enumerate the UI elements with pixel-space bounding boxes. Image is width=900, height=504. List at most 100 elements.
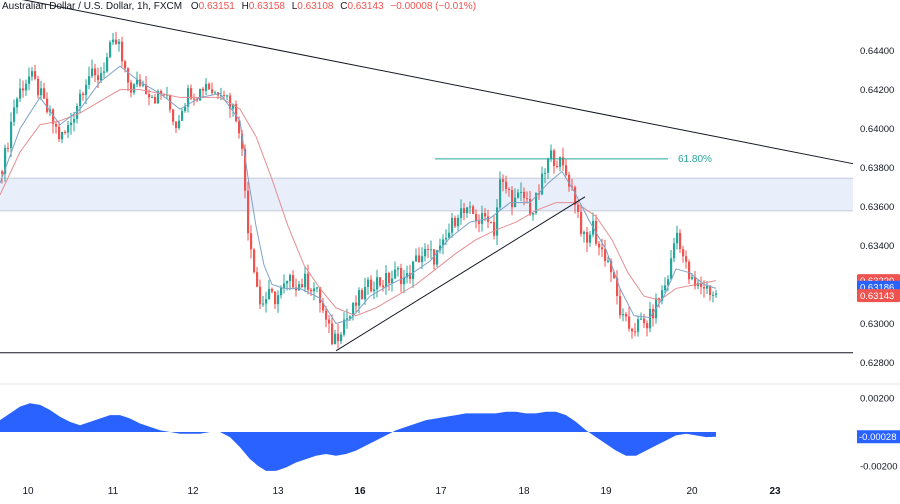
price-tick-label: 0.64200 bbox=[860, 85, 894, 96]
candle-up bbox=[304, 273, 307, 288]
candle-up bbox=[481, 213, 484, 224]
candle-down bbox=[46, 98, 49, 113]
candle-up bbox=[640, 318, 643, 320]
candle-up bbox=[133, 84, 136, 93]
candle-up bbox=[469, 206, 472, 208]
candle-down bbox=[202, 88, 205, 91]
candle-up bbox=[286, 281, 289, 284]
candle-up bbox=[199, 88, 202, 101]
candle-down bbox=[115, 39, 118, 44]
candle-up bbox=[676, 232, 679, 244]
candle-down bbox=[577, 205, 580, 212]
candle-up bbox=[397, 268, 400, 270]
candle-down bbox=[139, 79, 142, 86]
candle-up bbox=[430, 249, 433, 251]
candle-up bbox=[715, 293, 718, 295]
candle-down bbox=[505, 181, 508, 189]
candle-up bbox=[205, 83, 208, 91]
candle-up bbox=[583, 232, 586, 234]
candle-down bbox=[409, 273, 412, 280]
candle-up bbox=[415, 255, 418, 262]
candle-down bbox=[526, 198, 529, 200]
candle-down bbox=[604, 249, 607, 262]
candle-up bbox=[391, 278, 394, 284]
candle-up bbox=[442, 239, 445, 246]
time-tick-label: 10 bbox=[22, 486, 34, 497]
candle-up bbox=[706, 285, 709, 289]
candle-down bbox=[325, 310, 328, 320]
candle-down bbox=[1, 171, 4, 174]
candle-down bbox=[94, 68, 97, 76]
candle-down bbox=[169, 94, 172, 110]
high-value: 0.63158 bbox=[248, 1, 285, 12]
candle-up bbox=[589, 234, 592, 243]
price-tick-label: 0.63600 bbox=[860, 202, 894, 213]
fib-level-label: 61.80% bbox=[678, 154, 712, 165]
candle-down bbox=[679, 232, 682, 250]
candle-up bbox=[664, 285, 667, 291]
candle-up bbox=[436, 250, 439, 265]
candle-up bbox=[298, 284, 301, 291]
price-tick-label: 0.62800 bbox=[860, 358, 894, 369]
candle-up bbox=[268, 288, 271, 300]
candle-up bbox=[457, 217, 460, 227]
candle-up bbox=[403, 277, 406, 285]
candle-down bbox=[172, 109, 175, 122]
candle-down bbox=[613, 272, 616, 279]
candle-down bbox=[121, 41, 124, 62]
candle-up bbox=[340, 334, 343, 342]
candle-up bbox=[313, 288, 316, 292]
candle-up bbox=[406, 273, 409, 278]
low-value: 0.63108 bbox=[297, 1, 334, 12]
candle-up bbox=[535, 193, 538, 214]
candle-up bbox=[178, 120, 181, 129]
candle-up bbox=[88, 76, 91, 85]
candle-up bbox=[520, 191, 523, 193]
candle-down bbox=[37, 78, 40, 96]
candle-up bbox=[10, 121, 13, 149]
time-tick-label: 12 bbox=[187, 486, 199, 497]
candle-down bbox=[454, 217, 457, 227]
candle-down bbox=[586, 232, 589, 243]
candle-down bbox=[319, 287, 322, 303]
symbol-name: Australian Dollar / U.S. Dollar, 1h, FXC… bbox=[2, 1, 183, 12]
candle-down bbox=[244, 148, 247, 191]
candle-up bbox=[559, 157, 562, 167]
candle-up bbox=[607, 260, 610, 262]
candle-down bbox=[628, 316, 631, 329]
candle-up bbox=[334, 333, 337, 345]
candle-up bbox=[118, 41, 121, 44]
candle-up bbox=[421, 256, 424, 263]
candle-down bbox=[292, 275, 295, 288]
candle-down bbox=[508, 188, 511, 190]
candle-down bbox=[619, 296, 622, 316]
resistance-zone bbox=[0, 178, 853, 211]
candle-up bbox=[226, 95, 229, 97]
candle-down bbox=[301, 284, 304, 288]
candle-up bbox=[373, 289, 376, 292]
open-label: O bbox=[190, 1, 199, 12]
price-tick-label: 0.64400 bbox=[860, 46, 894, 57]
candle-down bbox=[259, 286, 262, 305]
candle-up bbox=[232, 104, 235, 109]
candle-up bbox=[352, 302, 355, 317]
time-tick-label: 17 bbox=[435, 486, 447, 497]
candle-up bbox=[544, 172, 547, 174]
candle-up bbox=[106, 57, 109, 72]
candle-down bbox=[34, 71, 37, 79]
candle-up bbox=[79, 93, 82, 107]
candle-up bbox=[25, 83, 28, 91]
candle-down bbox=[127, 68, 130, 83]
candle-up bbox=[100, 72, 103, 81]
candle-up bbox=[109, 42, 112, 58]
candle-up bbox=[265, 299, 268, 304]
candle-down bbox=[43, 88, 46, 99]
price-badge-label: 0.63143 bbox=[860, 291, 894, 302]
time-tick-label: 16 bbox=[354, 486, 366, 497]
candle-up bbox=[262, 303, 265, 305]
oscillator-value-label: -0.00028 bbox=[859, 432, 897, 443]
candle-down bbox=[502, 179, 505, 182]
candle-down bbox=[523, 191, 526, 199]
time-tick-label: 18 bbox=[518, 486, 530, 497]
